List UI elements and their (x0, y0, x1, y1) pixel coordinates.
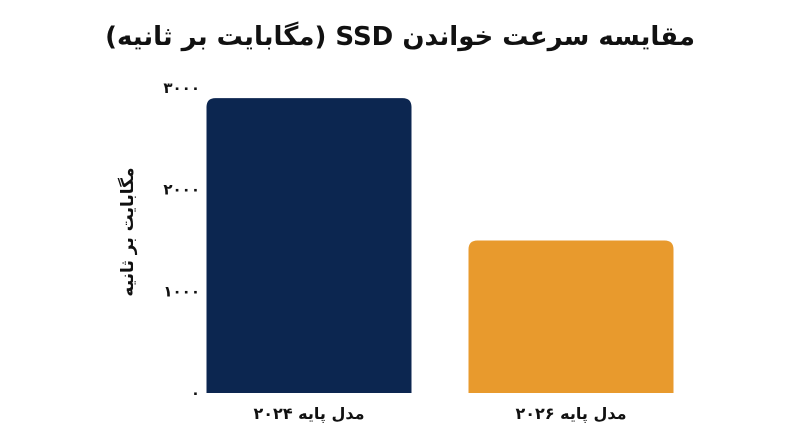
chart-title: مقایسه سرعت خواندن SSD (مگابایت بر ثانیه… (105, 22, 695, 52)
bar (206, 98, 412, 394)
y-tick-label: ۰ (191, 384, 200, 402)
bars (206, 98, 674, 394)
x-tick-labels: مدل پایه ۲۰۲۴ مدل پایه ۲۰۲۶ (254, 404, 627, 424)
x-tick-label: مدل پایه ۲۰۲۶ (516, 404, 627, 424)
x-tick-label: مدل پایه ۲۰۲۴ (254, 404, 365, 424)
bar (468, 240, 674, 393)
y-tick-label: ۳۰۰۰ (163, 79, 200, 97)
y-tick-label: ۱۰۰۰ (163, 282, 200, 300)
y-tick-labels: ۰ ۱۰۰۰ ۲۰۰۰ ۳۰۰۰ (163, 79, 200, 402)
y-tick-label: ۲۰۰۰ (163, 181, 200, 199)
